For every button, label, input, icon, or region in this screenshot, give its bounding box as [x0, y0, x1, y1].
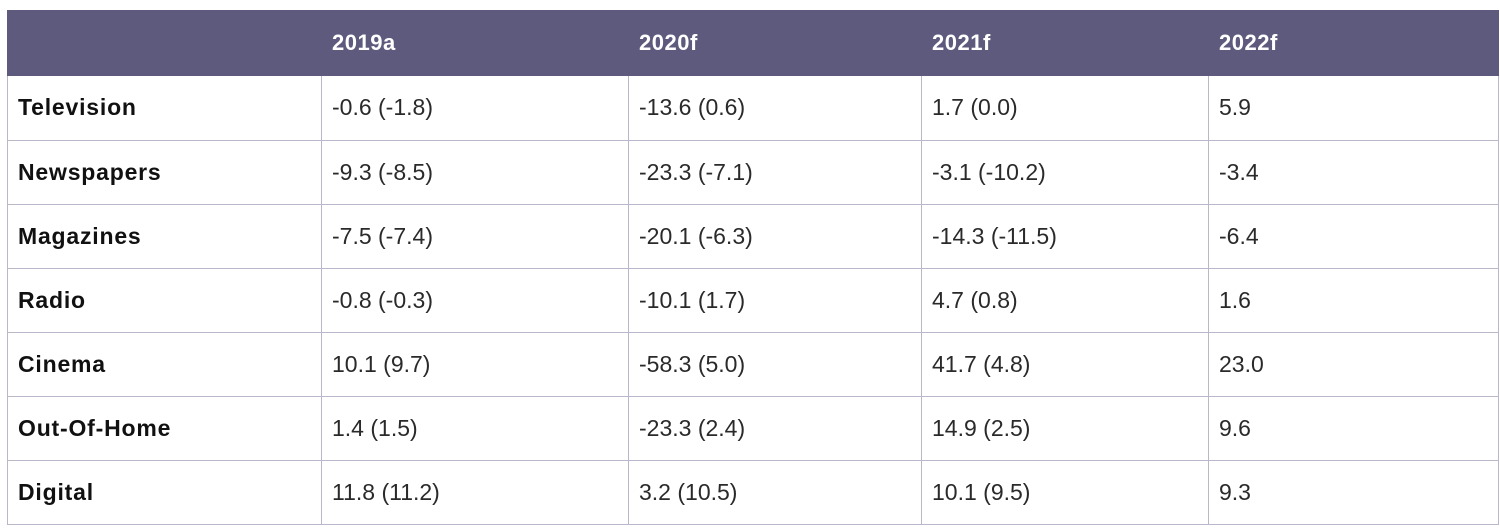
table-cell: 11.8 (11.2) [321, 459, 629, 525]
table-cell: 1.6 [1208, 267, 1499, 333]
table-cell: 23.0 [1208, 331, 1499, 397]
table-cell: 41.7 (4.8) [921, 331, 1209, 397]
header-cell-2021f: 2021f [921, 10, 1209, 76]
table-cell: 5.9 [1208, 76, 1499, 141]
table-cell: -7.5 (-7.4) [321, 203, 629, 269]
table-row: Television -0.6 (-1.8) -13.6 (0.6) 1.7 (… [7, 76, 1499, 141]
table-cell: 9.6 [1208, 395, 1499, 461]
table-cell: 3.2 (10.5) [628, 459, 922, 525]
table-row: Magazines -7.5 (-7.4) -20.1 (-6.3) -14.3… [7, 203, 1499, 269]
row-label: Magazines [7, 203, 322, 269]
table-cell: -10.1 (1.7) [628, 267, 922, 333]
table-cell: 1.7 (0.0) [921, 76, 1209, 141]
table-row: Out-Of-Home 1.4 (1.5) -23.3 (2.4) 14.9 (… [7, 395, 1499, 461]
data-table-container: 2019a 2020f 2021f 2022f Television -0.6 … [7, 10, 1499, 525]
row-label: Digital [7, 459, 322, 525]
table-cell: 10.1 (9.5) [921, 459, 1209, 525]
table-row: Newspapers -9.3 (-8.5) -23.3 (-7.1) -3.1… [7, 139, 1499, 205]
row-label: Radio [7, 267, 322, 333]
table-cell: -23.3 (2.4) [628, 395, 922, 461]
header-cell-blank [7, 10, 322, 76]
table-cell: -3.1 (-10.2) [921, 139, 1209, 205]
table-row: Digital 11.8 (11.2) 3.2 (10.5) 10.1 (9.5… [7, 459, 1499, 525]
header-cell-2019a: 2019a [321, 10, 629, 76]
row-label: Cinema [7, 331, 322, 397]
table-cell: -0.6 (-1.8) [321, 76, 629, 141]
table-cell: -58.3 (5.0) [628, 331, 922, 397]
table-cell: -23.3 (-7.1) [628, 139, 922, 205]
row-label: Television [7, 76, 322, 141]
table-cell: -9.3 (-8.5) [321, 139, 629, 205]
row-label: Out-Of-Home [7, 395, 322, 461]
header-row: 2019a 2020f 2021f 2022f [7, 10, 1499, 76]
media-growth-table: 2019a 2020f 2021f 2022f Television -0.6 … [7, 10, 1499, 525]
table-cell: -13.6 (0.6) [628, 76, 922, 141]
table-cell: 1.4 (1.5) [321, 395, 629, 461]
header-cell-2020f: 2020f [628, 10, 922, 76]
table-cell: -14.3 (-11.5) [921, 203, 1209, 269]
table-cell: -6.4 [1208, 203, 1499, 269]
table-cell: -20.1 (-6.3) [628, 203, 922, 269]
table-cell: -0.8 (-0.3) [321, 267, 629, 333]
table-row: Radio -0.8 (-0.3) -10.1 (1.7) 4.7 (0.8) … [7, 267, 1499, 333]
table-cell: -3.4 [1208, 139, 1499, 205]
row-label: Newspapers [7, 139, 322, 205]
table-row: Cinema 10.1 (9.7) -58.3 (5.0) 41.7 (4.8)… [7, 331, 1499, 397]
table-cell: 14.9 (2.5) [921, 395, 1209, 461]
table-cell: 10.1 (9.7) [321, 331, 629, 397]
table-cell: 4.7 (0.8) [921, 267, 1209, 333]
header-cell-2022f: 2022f [1208, 10, 1499, 76]
table-cell: 9.3 [1208, 459, 1499, 525]
table-header: 2019a 2020f 2021f 2022f [7, 10, 1499, 76]
table-body: Television -0.6 (-1.8) -13.6 (0.6) 1.7 (… [7, 76, 1499, 525]
